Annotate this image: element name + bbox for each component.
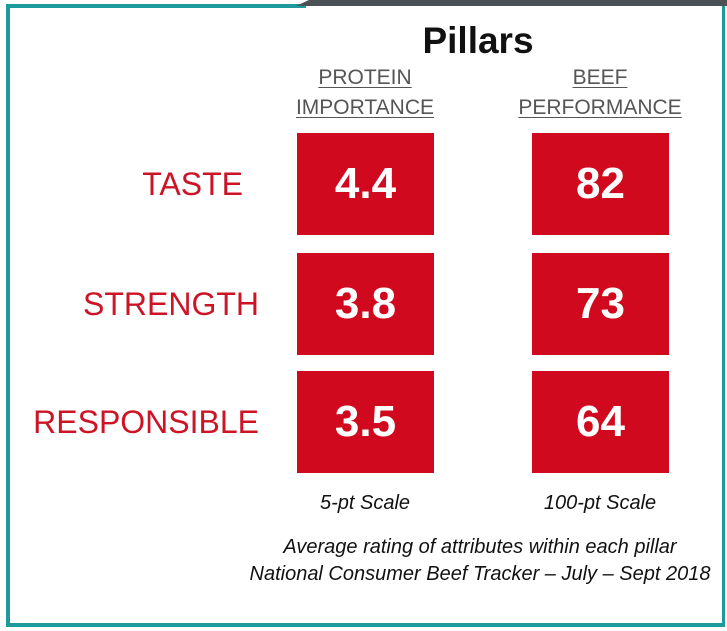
- value-box: 3.8: [297, 253, 434, 355]
- value-box: 4.4: [297, 133, 434, 235]
- column-header: PROTEIN IMPORTANCE: [245, 63, 485, 123]
- title: Pillars: [422, 20, 534, 61]
- value-box: 82: [532, 133, 669, 235]
- top-tab: [296, 0, 727, 6]
- frame: [6, 6, 725, 627]
- header-line: PERFORMANCE: [518, 96, 682, 119]
- header-line: IMPORTANCE: [295, 96, 435, 119]
- value-box: 64: [532, 371, 669, 473]
- footnote: National Consumer Beef Tracker – July – …: [249, 563, 711, 585]
- value-box: 73: [532, 253, 669, 355]
- scale-label: 100-pt Scale: [543, 492, 657, 514]
- row-label: TASTE: [142, 166, 243, 202]
- header-line: PROTEIN: [318, 66, 412, 89]
- row-label: STRENGTH: [83, 286, 259, 322]
- row-label: RESPONSIBLE: [33, 404, 259, 440]
- footnote: Average rating of attributes within each…: [283, 536, 677, 558]
- value-box: 3.5: [297, 371, 434, 473]
- column-header: BEEF PERFORMANCE: [480, 63, 720, 123]
- header-line: BEEF: [572, 66, 628, 89]
- scale-label: 5-pt Scale: [319, 492, 411, 514]
- frame-top: [6, 4, 306, 8]
